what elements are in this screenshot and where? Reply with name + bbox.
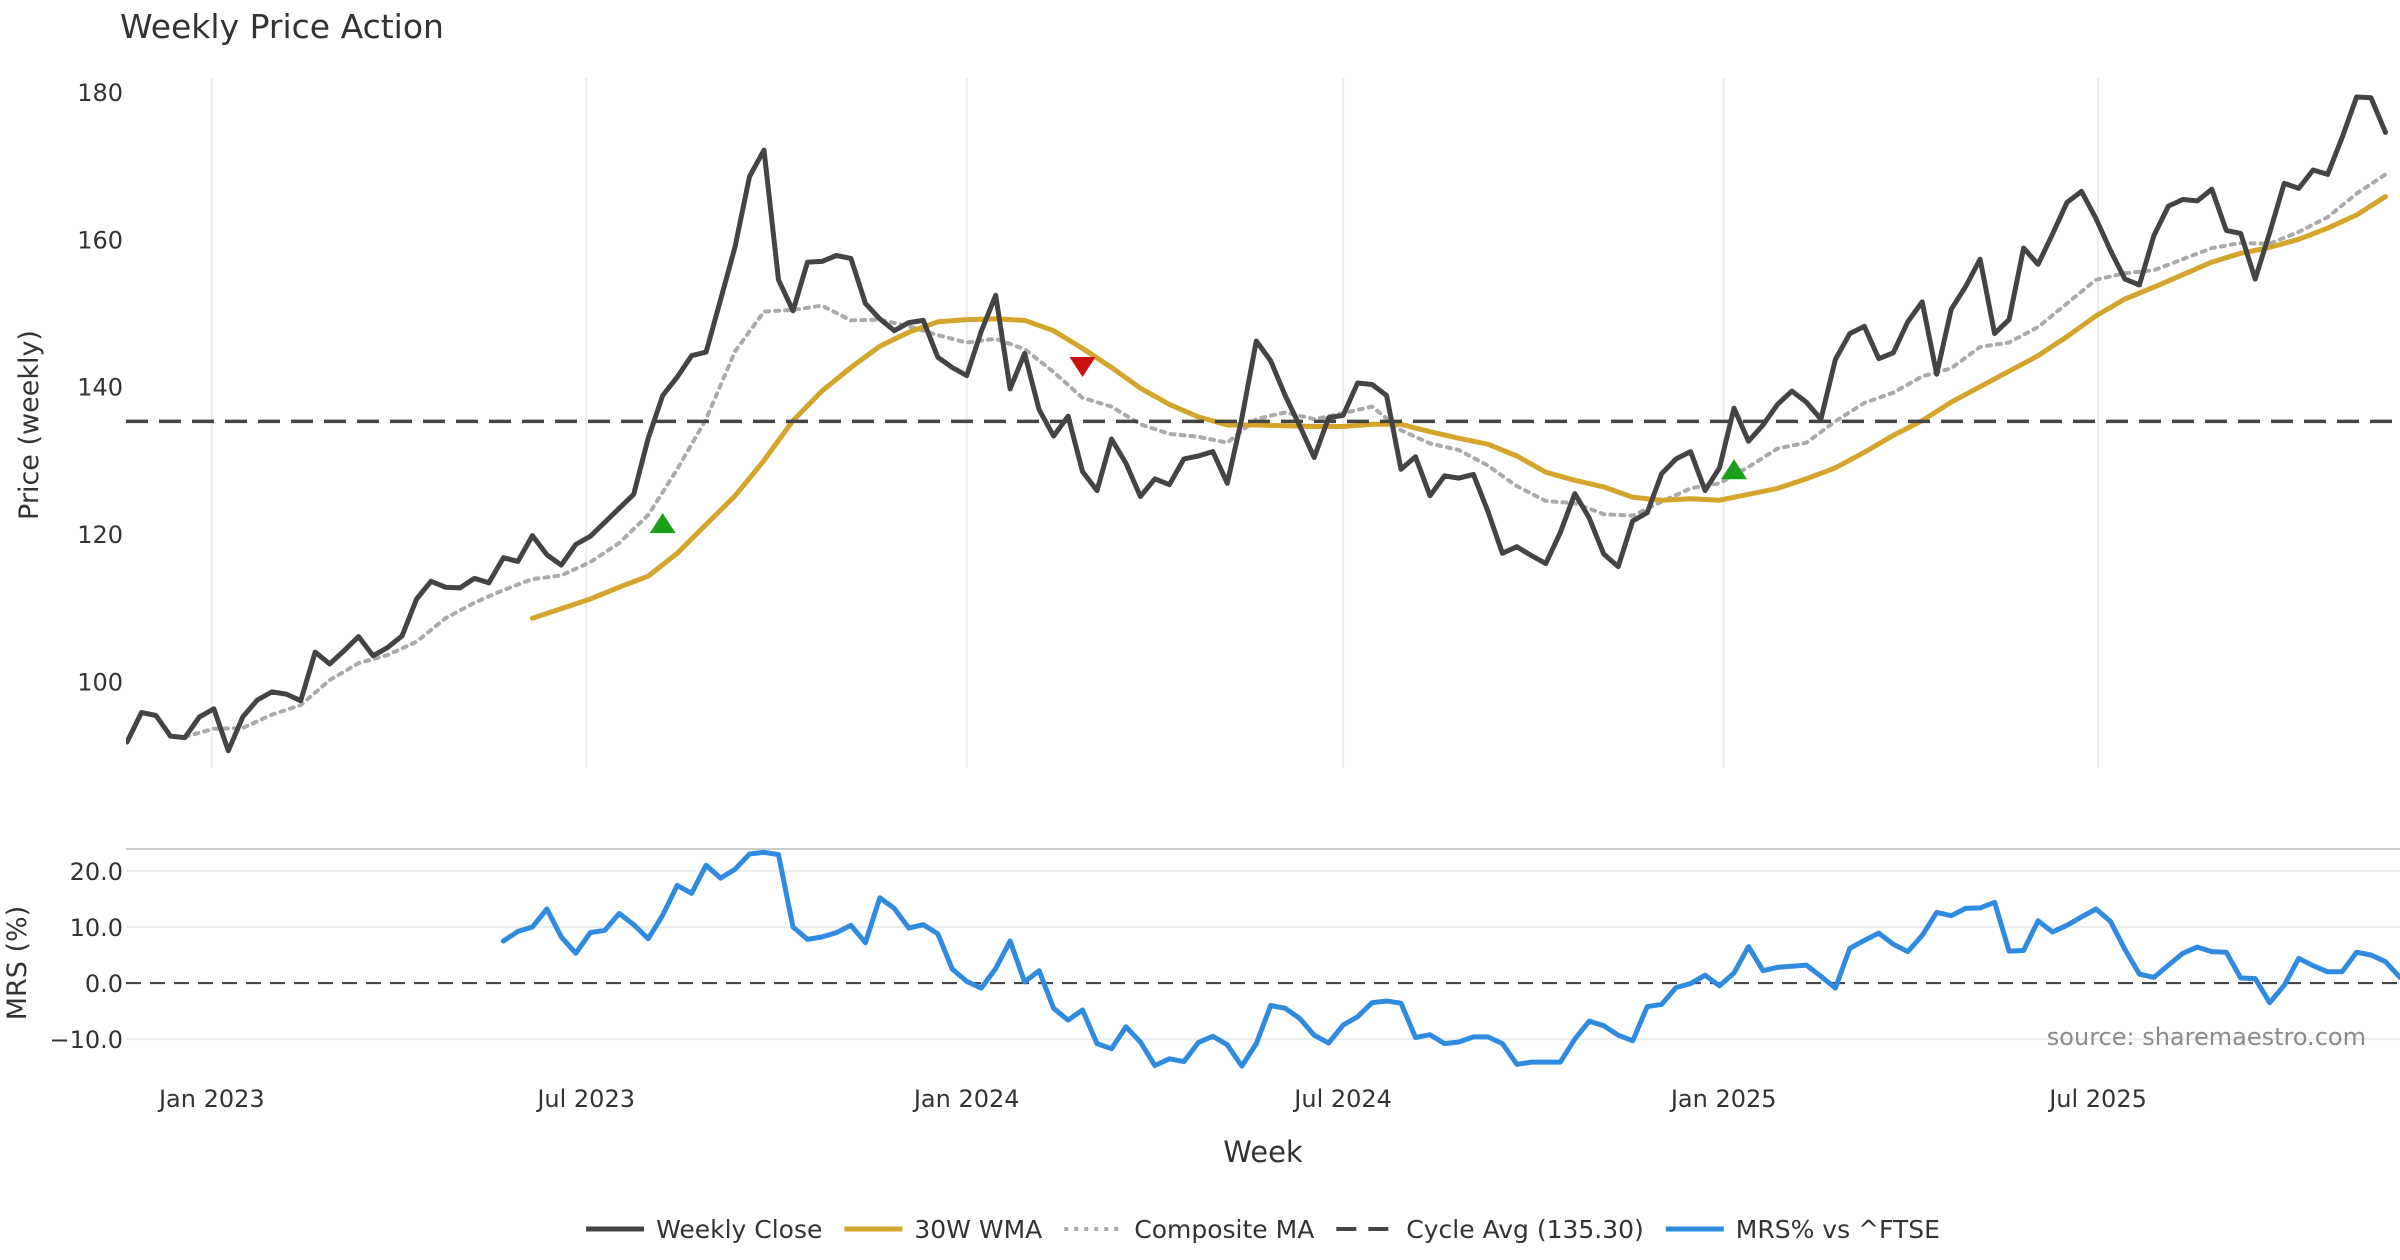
mrs-tick-label: 20.0 [70,858,123,886]
legend-item: Cycle Avg (135.30) [1336,1215,1644,1244]
chart-legend: Weekly Close 30W WMA Composite MA Cycle Avg… [586,1215,1940,1244]
price-tick-label: 160 [77,226,123,254]
legend-item: Composite MA [1064,1215,1314,1244]
sell-signal-marker [1069,357,1096,378]
price-tick-label: 140 [77,374,123,402]
price-tick-label: 180 [77,79,123,107]
buy-signal-marker [1721,459,1748,480]
legend-item: MRS% vs ^FTSE [1665,1215,1940,1244]
source-annotation: source: sharemaestro.com [2047,1023,2366,1051]
price-panel-series [126,94,2400,754]
x-tick-label: Jul 2024 [1292,1085,1392,1113]
x-tick-label: Jan 2023 [157,1085,265,1113]
x-axis-label: Week [1223,1135,1303,1169]
buy-signal-marker [649,513,676,534]
mrs-tick-label: 0.0 [85,970,123,998]
axes-labels: Weekly Price Action Price (weekly) MRS (… [2,7,2366,1169]
mrs-axis-label: MRS (%) [2,906,33,1021]
mrs-tick-label: 10.0 [70,914,123,942]
legend-label: Weekly Close [656,1215,822,1244]
mrs-panel-gridlines [126,848,2400,1041]
legend-item: Weekly Close [586,1215,822,1244]
chart-title: Weekly Price Action [120,7,444,46]
x-tick-label: Jul 2025 [2047,1085,2147,1113]
x-tick-label: Jan 2024 [912,1085,1020,1113]
price-axis-label: Price (weekly) [14,330,45,520]
mrs-panel-series [500,849,2400,1069]
legend-item: 30W WMA [844,1215,1042,1244]
mrs-tick-label: −10.0 [49,1026,123,1054]
series-30w-wma [529,194,2388,621]
x-tick-label: Jul 2023 [535,1085,635,1113]
series-weekly-close [126,94,2388,754]
legend-label: Cycle Avg (135.30) [1406,1215,1644,1244]
tick-labels: Jan 2023 Jul 2023 Jan 2024 Jul 2024 Jan 2025… [49,79,2146,1113]
price-tick-label: 100 [77,669,123,697]
x-tick-label: Jan 2025 [1669,1085,1777,1113]
series-composite-ma [182,172,2388,739]
legend-label: 30W WMA [914,1215,1042,1244]
price-tick-label: 120 [77,521,123,549]
legend-label: Composite MA [1134,1215,1314,1244]
legend-label: MRS% vs ^FTSE [1736,1215,1940,1244]
series-mrs-vs-ftse [500,849,2400,1069]
